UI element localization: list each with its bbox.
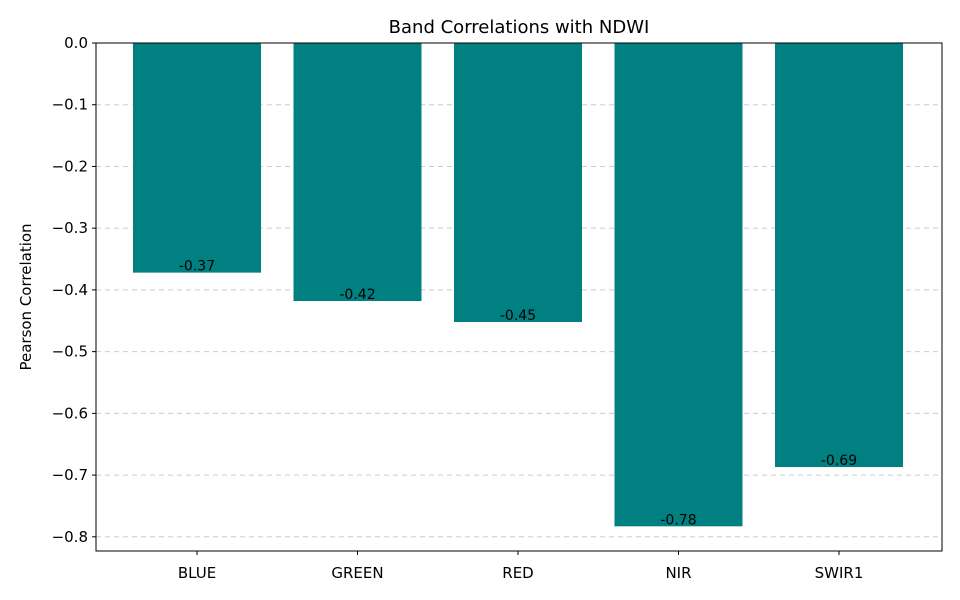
y-tick-label: −0.5 <box>52 343 88 361</box>
x-tick-label: GREEN <box>331 564 383 582</box>
y-tick-label: −0.1 <box>52 96 88 114</box>
x-axis-ticks: BLUE GREEN RED NIR SWIR1 <box>178 551 864 582</box>
x-tick-label: RED <box>502 564 533 582</box>
bar-swir1 <box>775 43 903 468</box>
y-tick-label: −0.3 <box>52 219 88 237</box>
data-label-green: -0.42 <box>339 287 375 303</box>
data-label-blue: -0.37 <box>179 259 215 275</box>
bar-blue <box>133 43 261 273</box>
x-tick-label: NIR <box>665 564 691 582</box>
y-tick-label: −0.8 <box>52 528 88 546</box>
x-tick-label: BLUE <box>178 564 216 582</box>
y-tick-label: −0.2 <box>52 157 88 175</box>
bar-nir <box>614 43 743 527</box>
bars <box>133 43 903 527</box>
x-tick-label: SWIR1 <box>815 564 864 582</box>
plot-frame <box>95 42 943 552</box>
bar-green <box>293 43 422 302</box>
data-label-nir: -0.78 <box>660 512 696 528</box>
data-label-swir1: -0.69 <box>821 453 857 469</box>
bar-red <box>454 43 582 322</box>
y-axis-label: Pearson Correlation <box>17 223 35 370</box>
data-labels: -0.37 -0.42 -0.45 -0.78 -0.69 <box>179 259 857 529</box>
chart-title: Band Correlations with NDWI <box>389 17 650 38</box>
y-axis-ticks: 0.0 −0.1 −0.2 −0.3 −0.4 −0.5 −0.6 −0.7 −0.8 <box>52 34 96 546</box>
y-tick-label: 0.0 <box>64 34 88 52</box>
data-label-red: -0.45 <box>500 308 536 324</box>
y-tick-label: −0.4 <box>52 281 88 299</box>
y-tick-label: −0.7 <box>52 466 88 484</box>
y-tick-label: −0.6 <box>52 404 88 422</box>
